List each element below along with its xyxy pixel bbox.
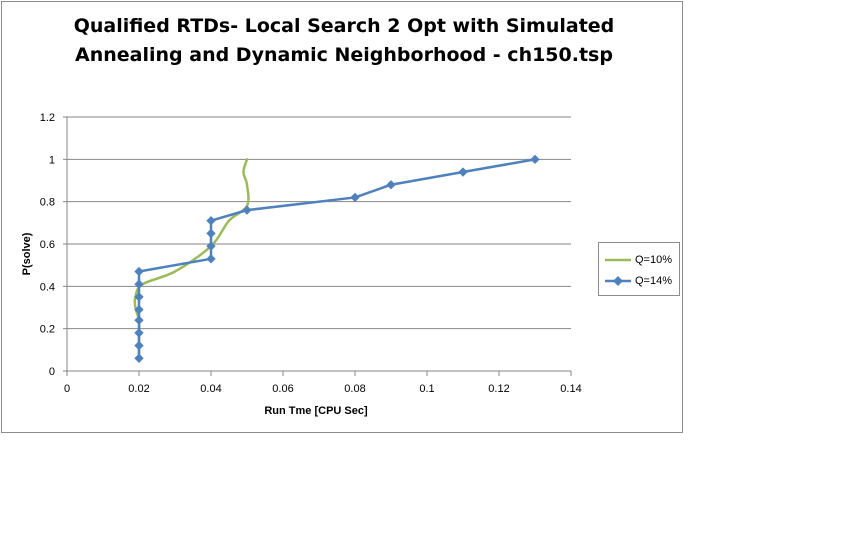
data-point-q14 [206, 228, 216, 239]
legend-item-q14: Q=14% [603, 273, 672, 289]
legend-item-q10: Q=10% [603, 252, 672, 268]
legend-label-q10: Q=10% [635, 254, 672, 266]
data-point-q14 [530, 154, 540, 165]
data-point-q14 [134, 266, 144, 277]
legend-swatch-q10 [605, 258, 631, 262]
data-point-q14 [134, 340, 144, 351]
y-axis-title: P(solve) [21, 232, 33, 275]
legend-label-q14: Q=14% [635, 275, 672, 287]
x-tick-label: 0.04 [200, 383, 221, 395]
x-tick-label: 0.06 [272, 383, 293, 395]
y-tick-label: 0.8 [40, 197, 55, 209]
y-tick-label: 0.2 [40, 324, 55, 336]
data-point-q14 [134, 353, 144, 363]
x-tick-label: 0.02 [128, 383, 149, 395]
chart-title: Qualified RTDs- Local Search 2 Opt with … [42, 12, 646, 70]
data-point-q14 [350, 192, 360, 203]
x-tick-label: 0.08 [344, 383, 365, 395]
y-tick-label: 0.4 [40, 281, 55, 293]
data-point-q14 [206, 254, 216, 264]
data-point-q14 [134, 304, 144, 315]
data-point-q14 [134, 315, 144, 325]
plot-area: 0 0.2 0.4 0.6 0.8 1 1.2 0 0.02 0.04 0.06 0.08 0.1 0.1… [21, 112, 582, 417]
y-tick-label: 0.6 [40, 239, 55, 251]
legend-swatch-q14 [605, 276, 631, 286]
y-tick-label: 1.2 [40, 112, 55, 124]
chart-title-line-1: Qualified RTDs- Local Search 2 Opt with … [73, 15, 615, 37]
chart-area: Qualified RTDs- Local Search 2 Opt with … [1, 1, 683, 433]
data-point-q14 [134, 328, 144, 338]
y-tick-label: 1 [49, 154, 55, 166]
data-point-q14 [458, 167, 468, 177]
data-point-q14 [386, 180, 396, 190]
x-tick-label: 0 [64, 383, 70, 395]
data-point-q14 [206, 216, 216, 226]
x-tick-label: 0.1 [419, 383, 434, 395]
data-point-q14 [134, 279, 144, 289]
data-point-q14 [206, 241, 216, 251]
x-tick-label: 0.12 [488, 383, 509, 395]
chart-title-line-2: Annealing and Dynamic Neighborhood - ch1… [75, 44, 613, 66]
x-tick-label: 0.14 [560, 383, 581, 395]
y-tick-label: 0 [49, 366, 55, 378]
x-axis-title: Run Tme [CPU Sec] [264, 405, 368, 417]
data-point-q14 [242, 205, 252, 215]
chart-legend: Q=10% Q=14% [598, 242, 680, 296]
data-point-q14 [134, 292, 144, 302]
